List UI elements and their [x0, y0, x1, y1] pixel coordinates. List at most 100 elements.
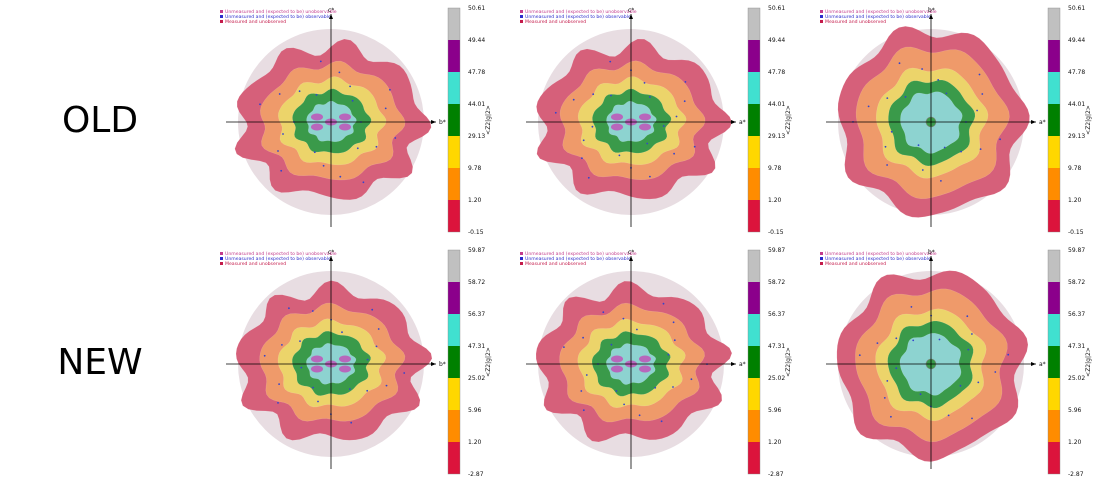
- observable-marker: [312, 386, 314, 389]
- observable-marker: [317, 400, 319, 403]
- observable-marker: [362, 181, 365, 184]
- legend-entry: Unmeasured and (expected to be) observab…: [820, 256, 931, 262]
- vertical-axis-arrow: [629, 256, 633, 261]
- observable-marker: [585, 374, 588, 376]
- colorbar-segment: [1048, 200, 1060, 232]
- vertical-axis-label: b*: [928, 249, 935, 256]
- legend-swatch: [220, 252, 223, 255]
- colorbar-tick-label: 9.78: [1068, 165, 1082, 172]
- vertical-axis-label: c*: [628, 249, 634, 256]
- colorbar-tick-label: 25.02: [768, 375, 785, 382]
- observable-marker: [940, 180, 942, 182]
- colorbar-tick-label: 1.20: [768, 439, 782, 446]
- observable-marker: [683, 100, 686, 103]
- colorbar-tick-label: 50.61: [1068, 5, 1085, 12]
- observable-marker: [883, 397, 886, 399]
- observable-marker: [609, 60, 612, 63]
- colorbar-segment: [1048, 72, 1060, 104]
- row-label-old: OLD: [61, 100, 139, 141]
- observable-marker: [313, 151, 316, 154]
- horizontal-axis-label: a*: [739, 119, 746, 126]
- legend-entry: Unmeasured and (expected to be) unobserv…: [520, 9, 637, 15]
- colorbar-tick-label: 44.01: [468, 101, 485, 108]
- legend-swatch: [820, 10, 823, 13]
- colorbar-title: <Z2|g|2>: [1085, 347, 1092, 377]
- vertical-axis-label: c*: [328, 7, 334, 14]
- legend-entry: Measured and unobserved: [520, 261, 586, 267]
- observable-marker: [967, 348, 970, 351]
- legend-swatch: [520, 15, 523, 18]
- observable-marker: [673, 152, 675, 155]
- legend-label: Unmeasured and (expected to be) unobserv…: [225, 9, 337, 15]
- observable-marker: [890, 415, 892, 418]
- observable-marker: [375, 345, 378, 348]
- chart-svg: Unmeasured and (expected to be) unobserv…: [520, 247, 792, 478]
- legend-label: Unmeasured and (expected to be) unobserv…: [525, 9, 637, 15]
- colorbar-tick-label: -0.15: [1068, 229, 1084, 236]
- colorbar-tick-label: 47.78: [468, 69, 485, 76]
- colorbar-title: <Z2|g|2>: [785, 347, 792, 377]
- legend-label: Unmeasured and (expected to be) unobserv…: [225, 251, 337, 257]
- legend-entry: Measured and unobserved: [820, 19, 886, 25]
- centre-spot: [311, 123, 323, 131]
- legend-entry: Unmeasured and (expected to be) observab…: [520, 14, 631, 20]
- colorbar-segment: [748, 410, 760, 442]
- legend-entry: Unmeasured and (expected to be) unobserv…: [220, 251, 337, 257]
- observable-marker: [938, 338, 941, 341]
- colorbar-tick-label: -0.15: [468, 229, 484, 236]
- colorbar-tick-label: 49.44: [768, 37, 785, 44]
- observable-marker: [587, 176, 590, 179]
- observable-marker: [385, 384, 388, 387]
- centre-spot: [611, 123, 623, 131]
- legend-entry: Measured and unobserved: [520, 19, 586, 25]
- horizontal-axis-label: a*: [1039, 361, 1046, 368]
- observable-marker: [403, 372, 406, 374]
- chart-svg: Unmeasured and (expected to be) unobserv…: [520, 5, 792, 236]
- observable-marker: [690, 378, 693, 381]
- colorbar-segment: [448, 314, 460, 346]
- colorbar-segment: [1048, 40, 1060, 72]
- observable-marker: [667, 353, 670, 356]
- chart-svg: Unmeasured and (expected to be) unobserv…: [220, 5, 492, 236]
- vertical-axis-arrow: [629, 14, 633, 19]
- observable-marker: [917, 144, 920, 147]
- legend-swatch: [820, 257, 823, 260]
- observable-marker: [895, 337, 898, 340]
- vertical-axis-label: c*: [328, 249, 334, 256]
- observable-marker: [981, 93, 984, 95]
- observable-marker: [904, 96, 907, 98]
- colorbar-frame: [747, 249, 761, 475]
- colorbar-tick-label: 29.13: [768, 133, 785, 140]
- observable-marker: [673, 339, 676, 342]
- colorbar-tick-label: 29.13: [1068, 133, 1085, 140]
- centre-spot: [339, 365, 351, 373]
- observable-marker: [675, 115, 678, 118]
- legend-label: Measured and unobserved: [225, 19, 286, 25]
- observable-marker: [580, 390, 583, 392]
- legend-label: Unmeasured and (expected to be) observab…: [825, 14, 931, 20]
- legend-entry: Unmeasured and (expected to be) unobserv…: [820, 9, 937, 15]
- observable-marker: [947, 414, 950, 417]
- colorbar-segment: [1048, 168, 1060, 200]
- centre-spot: [339, 113, 351, 121]
- colorbar-segment: [1048, 378, 1060, 410]
- legend-entry: Measured and unobserved: [820, 261, 886, 267]
- legend-entry: Unmeasured and (expected to be) observab…: [220, 14, 331, 20]
- colorbar-tick-label: 50.61: [468, 5, 485, 12]
- observable-marker: [1007, 353, 1010, 356]
- colorbar-tick-label: 1.20: [1068, 439, 1082, 446]
- observable-marker: [263, 354, 266, 357]
- horizontal-axis-arrow: [1031, 362, 1036, 366]
- legend-label: Unmeasured and (expected to be) observab…: [225, 256, 331, 262]
- observable-marker: [898, 62, 901, 65]
- observable-marker: [978, 73, 981, 76]
- centre-spot: [611, 113, 623, 121]
- observable-marker: [886, 164, 888, 166]
- observable-marker: [895, 367, 898, 370]
- colorbar-segment: [448, 250, 460, 282]
- observable-marker: [315, 94, 318, 96]
- centre-spot: [311, 355, 323, 363]
- colorbar-tick-label: 5.96: [468, 407, 482, 414]
- colorbar-tick-label: 25.02: [468, 375, 485, 382]
- legend-label: Unmeasured and (expected to be) unobserv…: [825, 251, 937, 257]
